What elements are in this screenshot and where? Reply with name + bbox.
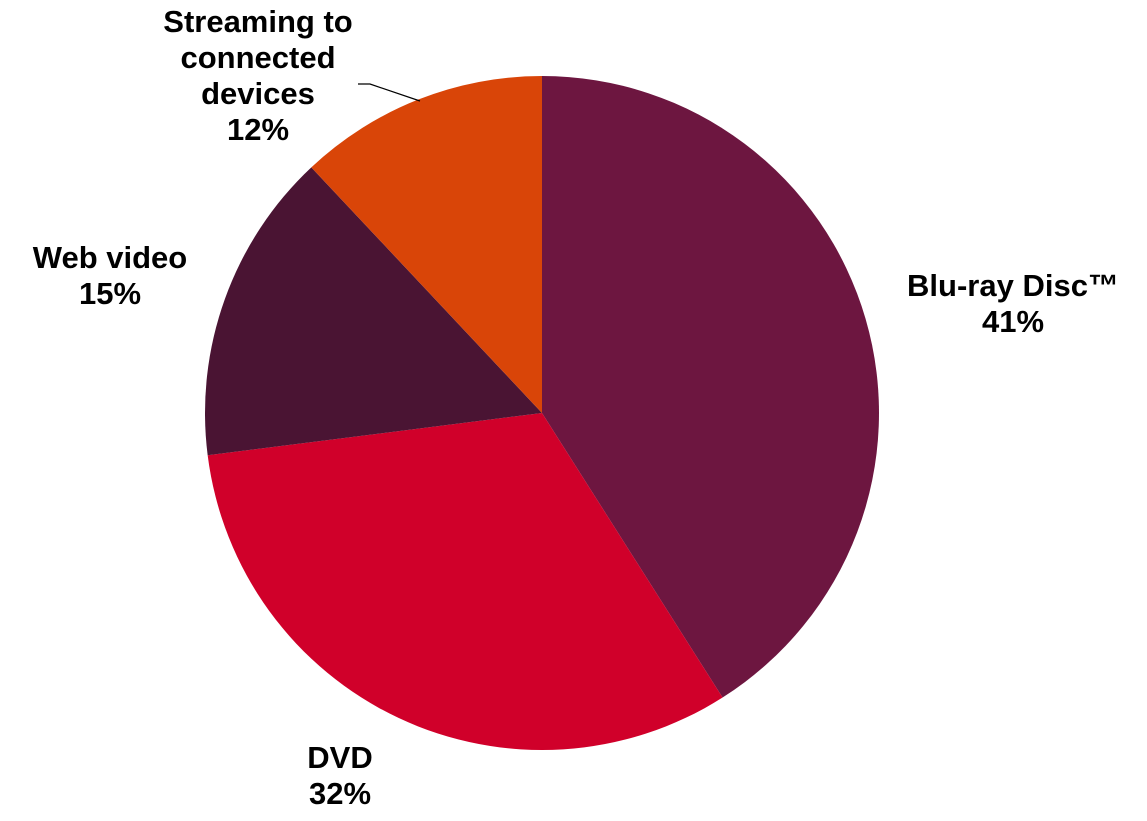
slice-value-label: 32% <box>309 776 371 811</box>
pie-slice-streaming-to-connected-devices <box>311 76 542 413</box>
slice-label-dvd: DVD 32% <box>307 740 372 811</box>
slice-label-web-video: Web video 15% <box>33 240 187 311</box>
slice-name-line: Streaming to <box>163 4 352 39</box>
slice-name-line: Web video <box>33 240 187 275</box>
slice-value-label: 15% <box>79 276 141 311</box>
leader-line-streaming-to-connected-devices <box>358 83 421 102</box>
pie-slice-dvd <box>207 413 723 750</box>
slice-label-blu-ray-disc: Blu-ray Disc™ 41% <box>907 268 1119 339</box>
slice-value-label: 12% <box>227 112 289 147</box>
slice-value-label: 41% <box>982 304 1044 339</box>
slice-name-line: DVD <box>307 740 372 775</box>
leaders-layer <box>358 83 421 102</box>
slice-name-line: Blu-ray Disc™ <box>907 268 1119 303</box>
labels-layer: Blu-ray Disc™ 41% DVD 32% Web video 15% Stream… <box>33 4 1119 811</box>
slice-name-line: devices <box>201 76 315 111</box>
slice-label-streaming-to-connected-devices: Streaming to connected devices 12% <box>163 4 352 147</box>
pie-slice-blu-ray-disc <box>542 76 879 698</box>
pie-slice-web-video <box>205 167 543 456</box>
slices-layer <box>205 76 879 750</box>
slice-name-line: connected <box>180 40 335 75</box>
